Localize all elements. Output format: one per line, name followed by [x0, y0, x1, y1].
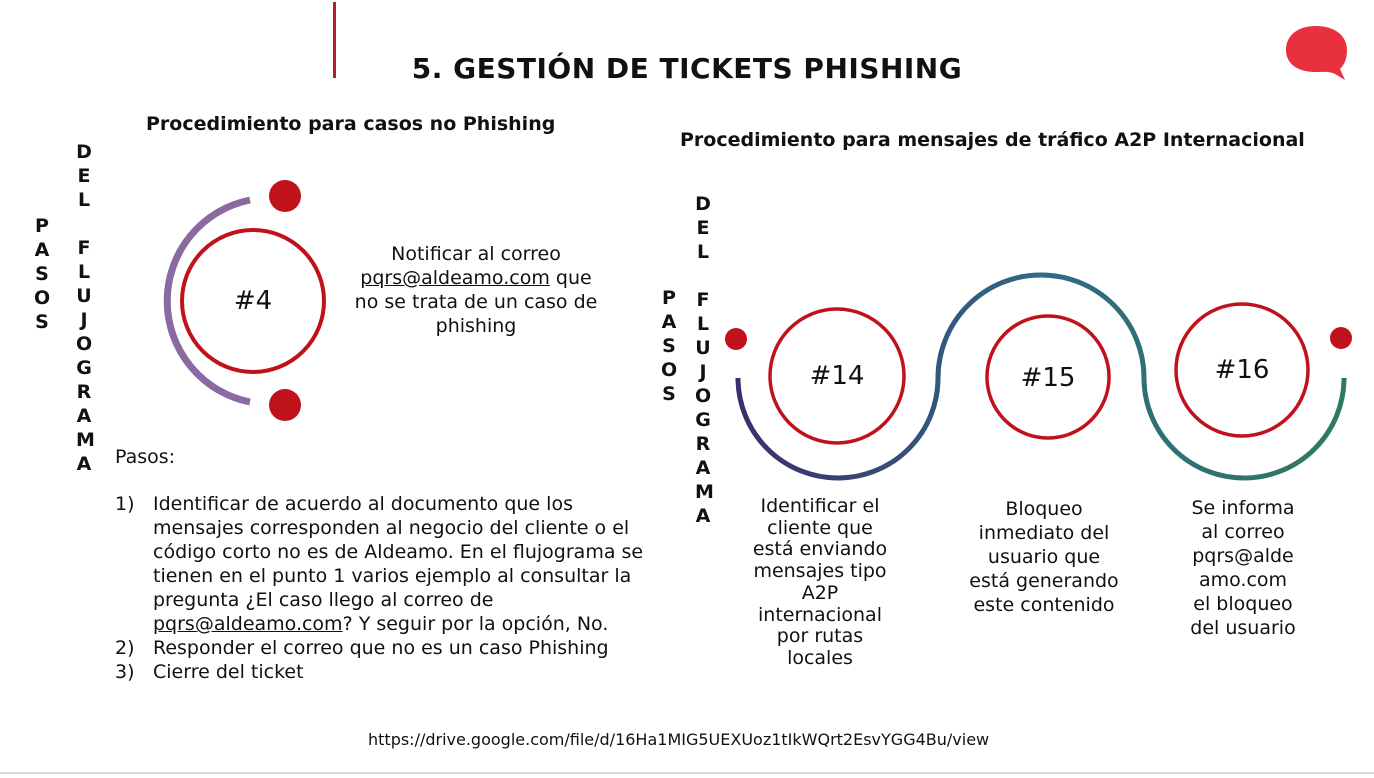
left-note-line4: phishing	[435, 315, 517, 337]
left-vertical-label-del: DEL	[76, 141, 92, 211]
left-step-circle	[180, 228, 326, 374]
step-email-link[interactable]: pqrs@aldeamo.com	[153, 613, 343, 635]
right-subtitle: Procedimiento para mensajes de tráfico A…	[680, 129, 1305, 151]
step-circle-14	[768, 307, 906, 445]
right-dot-right	[1330, 327, 1352, 349]
left-note-line3: no se trata de un caso de	[354, 291, 598, 313]
circle-label-14: #14	[809, 361, 865, 391]
step-item-3: 3) Cierre del ticket	[115, 661, 304, 683]
footer-drive-link[interactable]: https://drive.google.com/file/d/16Ha1MIG…	[368, 730, 990, 749]
bottom-divider	[0, 772, 1374, 774]
step-16-description: Se informa al correo pqrs@alde amo.com e…	[1190, 497, 1296, 639]
left-dot-bottom	[269, 389, 301, 421]
circle-label-16: #16	[1214, 355, 1270, 385]
steps-heading: Pasos:	[115, 446, 176, 468]
circle-label-15: #15	[1020, 363, 1076, 393]
step-15-description: Bloqueo inmediato del usuario que está g…	[969, 498, 1119, 616]
speech-bubble-logo-icon	[1286, 26, 1347, 80]
header-accent-line	[333, 2, 336, 78]
step-item-1: 1) Identificar de acuerdo al documento q…	[115, 493, 644, 635]
right-wave	[735, 272, 1347, 481]
right-vertical-label-flujograma: FLUJOGRAMA	[695, 289, 714, 527]
left-subtitle: Procedimiento para casos no Phishing	[146, 113, 556, 135]
step-item-2: 2) Responder el correo que no es un caso…	[115, 637, 609, 659]
step-14-description: Identificar el cliente que está enviando…	[752, 495, 888, 669]
page-title: 5. GESTIÓN DE TICKETS PHISHING	[411, 52, 963, 85]
left-circle-label: #4	[233, 286, 273, 316]
left-dot-top	[269, 180, 301, 212]
steps-list: 1) Identificar de acuerdo al documento q…	[115, 492, 660, 684]
left-note-line2: pqrs@aldeamo.com que	[360, 267, 592, 289]
left-vertical-label-pasos: PASOS	[34, 215, 51, 333]
left-arc	[163, 196, 251, 406]
left-note: Notificar al correo pqrs@aldeamo.com que…	[336, 242, 616, 338]
right-vertical-label-pasos: PASOS	[661, 287, 678, 405]
step-circle-15	[985, 314, 1111, 440]
left-note-line1: Notificar al correo	[391, 243, 561, 265]
left-vertical-label-flujograma: FLUJOGRAMA	[76, 237, 95, 475]
right-dot-left	[725, 328, 747, 350]
left-note-email-link[interactable]: pqrs@aldeamo.com	[360, 267, 550, 289]
step-circle-16	[1174, 302, 1310, 438]
right-vertical-label-del: DEL	[695, 193, 711, 263]
